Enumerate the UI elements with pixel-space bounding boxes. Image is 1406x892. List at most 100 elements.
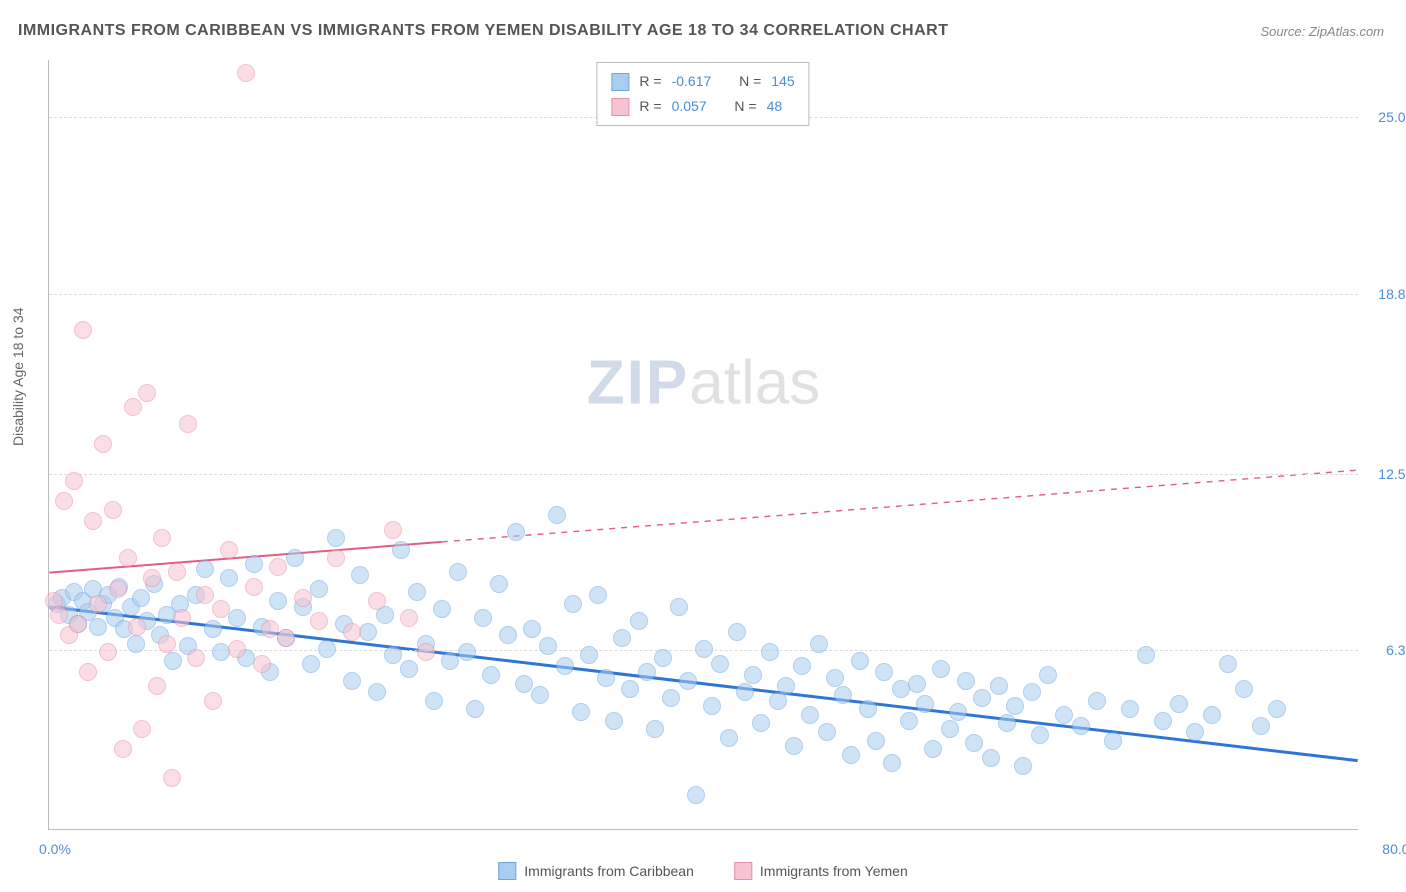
data-point	[621, 680, 639, 698]
data-point	[1014, 757, 1032, 775]
y-axis-label: Disability Age 18 to 34	[10, 307, 26, 446]
data-point	[261, 620, 279, 638]
legend-item-1: Immigrants from Caribbean	[498, 862, 694, 880]
data-point	[384, 646, 402, 664]
data-point	[114, 740, 132, 758]
legend-label-1: Immigrants from Caribbean	[524, 863, 694, 879]
data-point	[1219, 655, 1237, 673]
data-point	[474, 609, 492, 627]
data-point	[924, 740, 942, 758]
data-point	[384, 521, 402, 539]
data-point	[1268, 700, 1286, 718]
data-point	[392, 541, 410, 559]
data-point	[327, 549, 345, 567]
data-point	[138, 384, 156, 402]
data-point	[109, 580, 127, 598]
data-point	[132, 589, 150, 607]
data-point	[204, 692, 222, 710]
data-point	[269, 558, 287, 576]
data-point	[466, 700, 484, 718]
data-point	[408, 583, 426, 601]
data-point	[153, 529, 171, 547]
data-point	[168, 563, 186, 581]
data-point	[1031, 726, 1049, 744]
data-point	[1121, 700, 1139, 718]
data-point	[212, 643, 230, 661]
data-point	[703, 697, 721, 715]
data-point	[417, 643, 435, 661]
data-point	[499, 626, 517, 644]
data-point	[1235, 680, 1253, 698]
data-point	[490, 575, 508, 593]
data-point	[343, 672, 361, 690]
r-label-2: R =	[639, 94, 661, 119]
data-point	[449, 563, 467, 581]
data-point	[539, 637, 557, 655]
data-point	[646, 720, 664, 738]
data-point	[785, 737, 803, 755]
data-point	[1137, 646, 1155, 664]
data-point	[826, 669, 844, 687]
data-point	[359, 623, 377, 641]
data-point	[245, 555, 263, 573]
data-point	[1088, 692, 1106, 710]
data-point	[1186, 723, 1204, 741]
data-point	[720, 729, 738, 747]
data-point	[630, 612, 648, 630]
data-point	[158, 635, 176, 653]
data-point	[982, 749, 1000, 767]
data-point	[523, 620, 541, 638]
data-point	[220, 569, 238, 587]
data-point	[801, 706, 819, 724]
data-point	[433, 600, 451, 618]
data-point	[777, 677, 795, 695]
data-point	[133, 720, 151, 738]
data-point	[761, 643, 779, 661]
watermark: ZIPatlas	[587, 347, 820, 418]
data-point	[892, 680, 910, 698]
gridline	[49, 294, 1358, 295]
data-point	[425, 692, 443, 710]
data-point	[556, 657, 574, 675]
data-point	[851, 652, 869, 670]
n-value-2: 48	[767, 94, 783, 119]
data-point	[638, 663, 656, 681]
legend-label-2: Immigrants from Yemen	[760, 863, 908, 879]
data-point	[119, 549, 137, 567]
data-point	[941, 720, 959, 738]
data-point	[908, 675, 926, 693]
data-point	[65, 472, 83, 490]
data-point	[400, 609, 418, 627]
data-point	[1203, 706, 1221, 724]
data-point	[55, 492, 73, 510]
legend-row-series1: R = -0.617 N = 145	[611, 69, 794, 94]
data-point	[482, 666, 500, 684]
data-point	[736, 683, 754, 701]
data-point	[1170, 695, 1188, 713]
y-tick-label: 6.3%	[1386, 642, 1406, 658]
data-point	[548, 506, 566, 524]
data-point	[164, 652, 182, 670]
data-point	[1023, 683, 1041, 701]
n-label-2: N =	[734, 94, 756, 119]
swatch-series2	[611, 98, 629, 116]
data-point	[613, 629, 631, 647]
data-point	[990, 677, 1008, 695]
data-point	[368, 592, 386, 610]
data-point	[124, 398, 142, 416]
data-point	[310, 580, 328, 598]
data-point	[654, 649, 672, 667]
data-point	[662, 689, 680, 707]
data-point	[580, 646, 598, 664]
data-point	[343, 623, 361, 641]
data-point	[842, 746, 860, 764]
data-point	[441, 652, 459, 670]
data-point	[204, 620, 222, 638]
gridline	[49, 474, 1358, 475]
data-point	[220, 541, 238, 559]
data-point	[179, 415, 197, 433]
swatch-bottom-2	[734, 862, 752, 880]
data-point	[50, 606, 68, 624]
y-tick-label: 25.0%	[1378, 109, 1406, 125]
watermark-part1: ZIP	[587, 348, 689, 417]
